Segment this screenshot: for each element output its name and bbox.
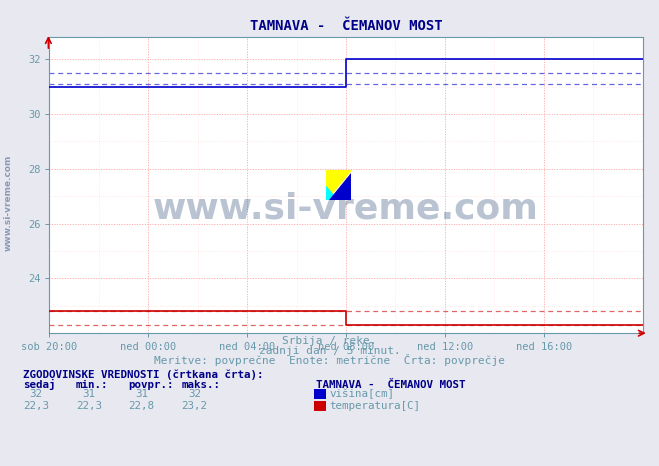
Text: min.:: min.:: [76, 380, 108, 390]
Text: www.si-vreme.com: www.si-vreme.com: [3, 155, 13, 251]
Text: 32: 32: [188, 389, 201, 399]
Text: 22,3: 22,3: [23, 401, 49, 411]
Text: 23,2: 23,2: [181, 401, 208, 411]
Text: Meritve: povprečne  Enote: metrične  Črta: povprečje: Meritve: povprečne Enote: metrične Črta:…: [154, 355, 505, 366]
Text: 31: 31: [82, 389, 96, 399]
Polygon shape: [326, 170, 351, 200]
Text: povpr.:: povpr.:: [129, 380, 174, 390]
Text: zadnji dan / 5 minut.: zadnji dan / 5 minut.: [258, 346, 401, 356]
Text: TAMNAVA -  ČEMANOV MOST: TAMNAVA - ČEMANOV MOST: [316, 380, 466, 390]
Text: 22,3: 22,3: [76, 401, 102, 411]
Text: maks.:: maks.:: [181, 380, 220, 390]
Text: temperatura[C]: temperatura[C]: [330, 401, 420, 411]
Title: TAMNAVA -  ČEMANOV MOST: TAMNAVA - ČEMANOV MOST: [250, 19, 442, 34]
Text: 32: 32: [30, 389, 43, 399]
Polygon shape: [329, 173, 351, 200]
Text: www.si-vreme.com: www.si-vreme.com: [153, 192, 539, 226]
Text: 31: 31: [135, 389, 148, 399]
Text: Srbija / reke.: Srbija / reke.: [282, 336, 377, 346]
Text: sedaj: sedaj: [23, 379, 55, 390]
Text: višina[cm]: višina[cm]: [330, 389, 395, 399]
Polygon shape: [326, 187, 337, 200]
Text: 22,8: 22,8: [129, 401, 155, 411]
Text: ZGODOVINSKE VREDNOSTI (črtkana črta):: ZGODOVINSKE VREDNOSTI (črtkana črta):: [23, 370, 264, 380]
